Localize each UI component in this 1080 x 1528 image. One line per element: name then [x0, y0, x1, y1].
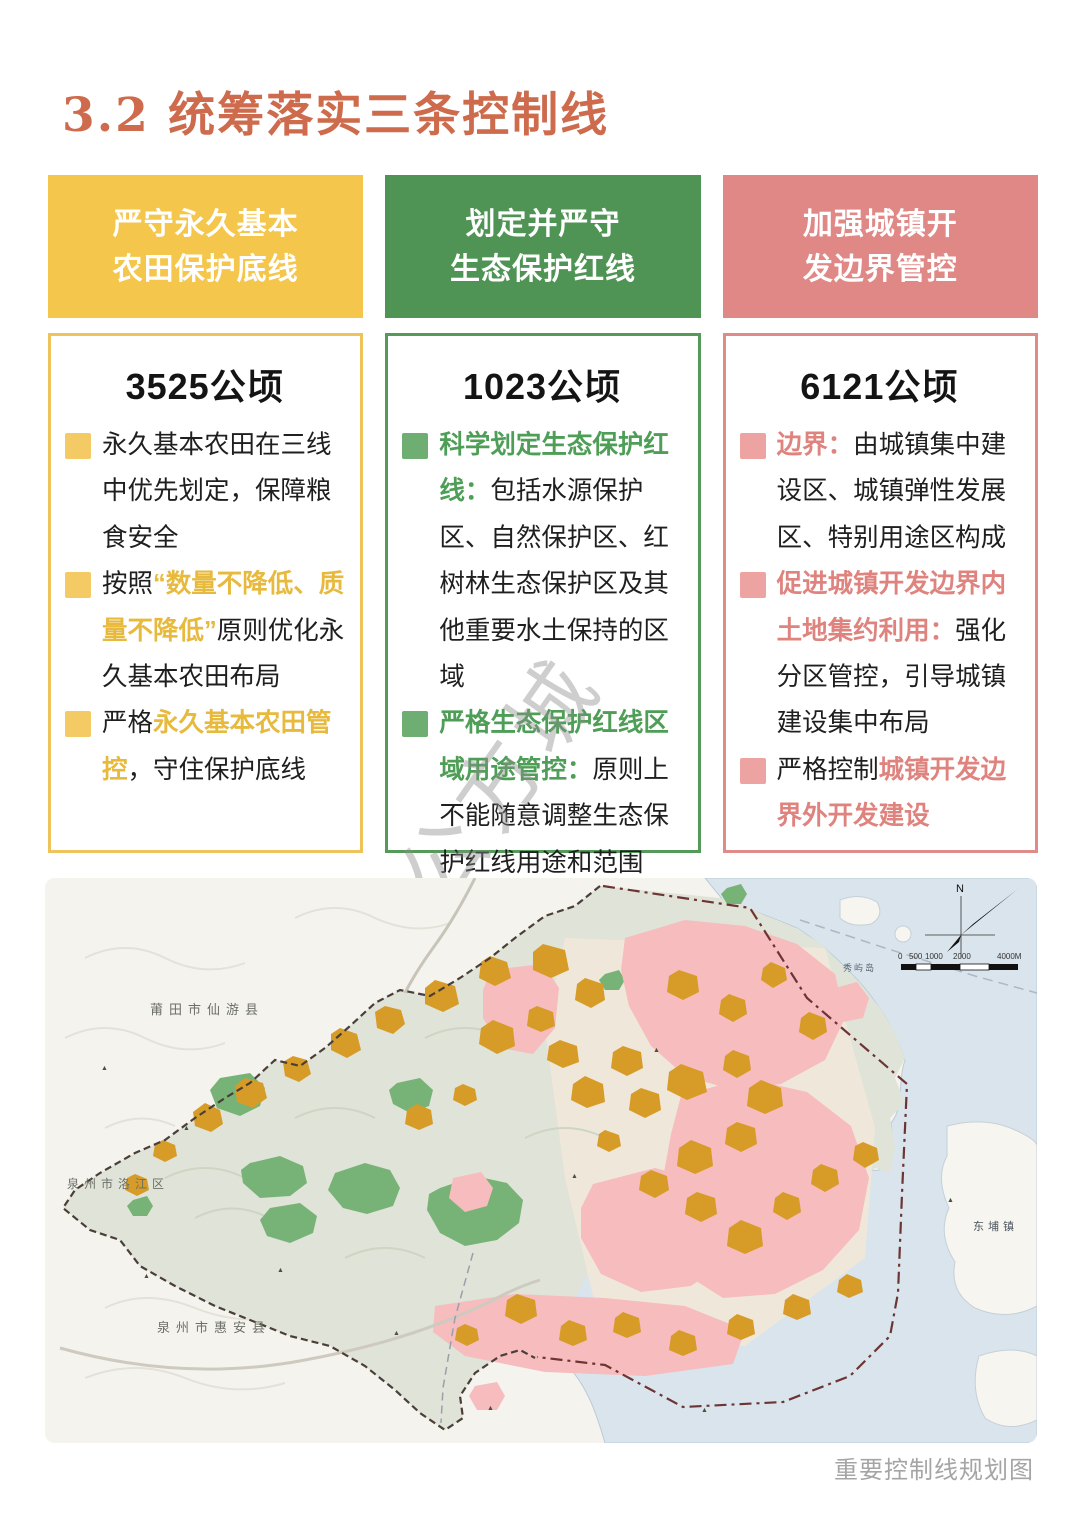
- svg-text:▲: ▲: [653, 1047, 660, 1054]
- planning-boundary-sea: [536, 884, 909, 1409]
- header-card-farmland: 严守永久基本 农田保护底线: [48, 175, 364, 318]
- label-xianyou: 莆田市仙游县: [150, 1002, 264, 1017]
- bullet-item: 促进城镇开发边界内土地集约利用：强化分区管控，引导城镇建设集中布局: [738, 561, 1021, 747]
- scale-tick: 0: [898, 952, 903, 961]
- text-segment: ，守住保护底线: [127, 755, 307, 784]
- bullet-item: 严格永久基本农田管控，守住保护底线: [63, 700, 346, 793]
- text-segment-highlight: 边界：: [776, 431, 854, 459]
- header-card-ecology: 划定并严守 生态保护红线: [385, 175, 701, 318]
- content-box-row: 3525公顷 永久基本农田在三线中优先划定，保障粮食安全 按照“数量不降低、质量…: [48, 333, 1038, 877]
- scale-tick: 4000M: [997, 952, 1022, 961]
- bullet-marker-icon: [739, 757, 766, 784]
- farmland-patches: [125, 944, 879, 1356]
- header-line: 划定并严守: [465, 207, 621, 241]
- svg-text:▲: ▲: [487, 1405, 494, 1412]
- label-huian: 泉州市惠安县: [157, 1320, 271, 1335]
- svg-text:▲: ▲: [277, 1267, 284, 1274]
- planning-map: ▲ ▲ ▲ ▲ ▲ ▲ ▲ ▲ ▲ ▲ 莆田市仙游县 泉州市洛江区 泉州市惠安县 东埔镇 秀…: [45, 878, 1037, 1443]
- north-label: N: [956, 883, 964, 895]
- text-segment: 永久基本农田在三线中优先划定，保障粮食安全: [102, 431, 332, 552]
- svg-text:▲: ▲: [183, 1125, 190, 1132]
- svg-text:▲: ▲: [143, 1273, 150, 1280]
- bullet-marker-icon: [402, 433, 429, 459]
- hectares-farmland: 3525公顷: [125, 366, 284, 407]
- ecological-patches: [127, 884, 747, 1372]
- text-segment-highlight: 科学划定生态保护红线：: [439, 431, 669, 506]
- bullet-marker-icon: [739, 433, 766, 459]
- svg-text:▲: ▲: [571, 1173, 578, 1180]
- bullet-marker-icon: [65, 711, 91, 738]
- scale-tick: 500: [909, 952, 923, 961]
- bullet-marker-icon: [65, 572, 91, 599]
- roads: [59, 878, 1037, 1424]
- bullet-item: 严格生态保护红线区域用途管控：原则上不能随意调整生态保护红线用途和范围: [400, 700, 683, 886]
- text-segment: 原则上不能随意调整生态保护红线用途和范围: [439, 755, 669, 877]
- bullet-item: 边界：由城镇集中建设区、城镇弹性发展区、特别用途区构成: [738, 422, 1021, 561]
- text-segment: 严格: [102, 709, 154, 738]
- header-line: 发边界管控: [802, 252, 958, 286]
- header-line: 加强城镇开: [802, 207, 958, 241]
- bullet-item: 按照“数量不降低、质量不降低”原则优化永久基本农田布局: [63, 561, 346, 700]
- header-line: 生态保护红线: [449, 252, 636, 286]
- svg-text:▲: ▲: [947, 1197, 954, 1204]
- bullet-item: 科学划定生态保护红线：包括水源保护区、自然保护区、红树林生态保护区及其他重要水土…: [400, 422, 683, 700]
- text-segment-highlight: “数量不降低、质量不降低”: [102, 570, 345, 645]
- urban-development-areas: [433, 920, 869, 1410]
- text-segment: 严格控制: [776, 755, 879, 784]
- scale-tick: 2000: [953, 952, 971, 961]
- content-box-farmland: 3525公顷 永久基本农田在三线中优先划定，保障粮食安全 按照“数量不降低、质量…: [48, 333, 364, 853]
- label-dongpu: 东埔镇: [973, 1219, 1018, 1233]
- page-title: 3.2 统筹落实三条控制线: [62, 88, 610, 143]
- label-luojiang: 泉州市洛江区: [67, 1176, 169, 1191]
- content-box-ecology: 1023公顷 科学划定生态保护红线：包括水源保护区、自然保护区、红树林生态保护区…: [385, 333, 701, 877]
- text-segment-highlight: 促进城镇开发边界内土地集约利用：: [776, 570, 1007, 645]
- relief-texture: [64, 907, 451, 1391]
- header-line: 农田保护底线: [112, 252, 299, 286]
- bullet-marker-icon: [402, 711, 429, 738]
- map-canvas: ▲ ▲ ▲ ▲ ▲ ▲ ▲ ▲ ▲ ▲ 莆田市仙游县 泉州市洛江区 泉州市惠安县 东埔镇 秀…: [45, 878, 1037, 1443]
- text-segment-highlight: 严格生态保护红线区域用途管控：: [439, 709, 669, 784]
- text-segment: 强化分区管控，引导城镇建设集中布局: [776, 616, 1007, 738]
- scale-tick: 1000: [925, 952, 943, 961]
- hill-texture: [164, 1027, 606, 1259]
- bullet-item: 严格控制城镇开发边界外开发建设: [738, 747, 1021, 840]
- hectares-ecology: 1023公顷: [462, 366, 622, 407]
- text-segment-highlight: 永久基本农田管控: [102, 709, 332, 784]
- scale-bar: 0 500 1000 2000 4000M: [898, 952, 1022, 971]
- text-segment: 按照: [102, 570, 154, 599]
- content-box-urban: 6121公顷 边界：由城镇集中建设区、城镇弹性发展区、特别用途区构成 促进城镇开…: [722, 333, 1038, 853]
- bullet-item: 永久基本农田在三线中优先划定，保障粮食安全: [63, 422, 346, 561]
- bullet-marker-icon: [739, 572, 766, 599]
- header-line: 严守永久基本: [112, 207, 299, 241]
- north-arrow-icon: N: [925, 883, 1019, 958]
- map-caption: 重要控制线规划图: [834, 1457, 1034, 1484]
- label-xiuyu: 秀屿岛: [843, 962, 876, 973]
- text-segment: 原则优化永久基本农田布局: [102, 616, 345, 692]
- text-segment: 包括水源保护区、自然保护区、红树林生态保护区及其他重要水土保持的区域: [439, 477, 669, 692]
- svg-text:▲: ▲: [393, 1330, 400, 1337]
- bullet-marker-icon: [65, 433, 91, 459]
- header-card-row: 严守永久基本 农田保护底线 划定并严守 生态保护红线 加强城镇开 发边界管控: [48, 175, 1038, 318]
- svg-text:▲: ▲: [701, 1407, 708, 1414]
- text-segment: 由城镇集中建设区、城镇弹性发展区、特别用途区构成: [776, 431, 1007, 552]
- peak-markers: ▲ ▲ ▲ ▲ ▲ ▲ ▲ ▲ ▲ ▲: [101, 1047, 954, 1414]
- svg-text:▲: ▲: [101, 1065, 108, 1072]
- text-segment-highlight: 城镇开发边界外开发建设: [776, 755, 1007, 831]
- planning-boundary-land: [61, 885, 601, 1432]
- header-card-urban: 加强城镇开 发边界管控: [722, 175, 1038, 318]
- hectares-urban: 6121公顷: [800, 366, 959, 407]
- map-labels: 莆田市仙游县 泉州市洛江区 泉州市惠安县 东埔镇 秀屿岛: [67, 962, 1018, 1335]
